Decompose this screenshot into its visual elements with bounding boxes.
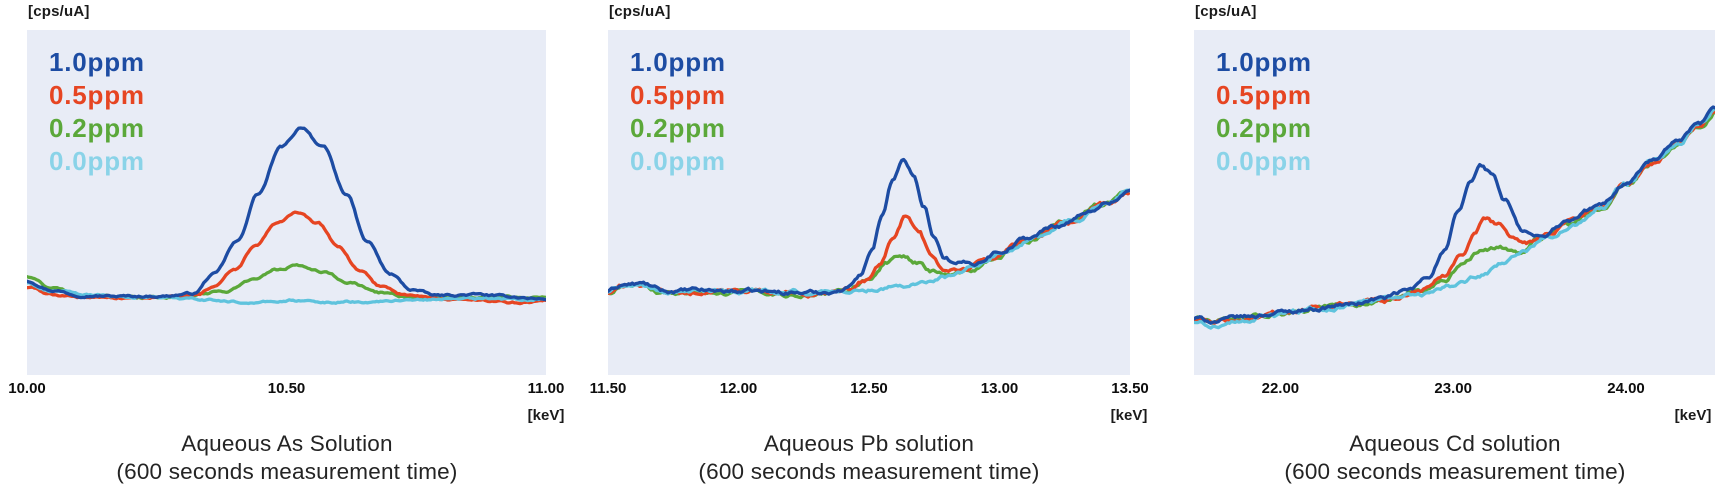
legend-item-0.2ppm: 0.2ppm — [1216, 113, 1312, 143]
spectrum-line-0.5ppm — [608, 190, 1130, 299]
plot-area-cd: 1.0ppm 0.5ppm 0.2ppm 0.0ppm — [1194, 30, 1715, 375]
legend-pb: 1.0ppm 0.5ppm 0.2ppm 0.0ppm — [630, 46, 726, 178]
x-axis-unit-label: [keV] — [1674, 407, 1712, 424]
x-tick-22.00: 22.00 — [1261, 380, 1300, 397]
legend-item-0.0ppm: 0.0ppm — [630, 146, 726, 176]
legend-item-0.2ppm: 0.2ppm — [630, 113, 726, 143]
legend-as: 1.0ppm 0.5ppm 0.2ppm 0.0ppm — [49, 46, 145, 178]
x-tick-12.00: 12.00 — [719, 380, 758, 397]
x-tick-12.50: 12.50 — [850, 380, 888, 397]
x-tick-24.00: 24.00 — [1607, 380, 1645, 397]
legend-item-0.5ppm: 0.5ppm — [630, 80, 726, 110]
plot-area-pb: 1.0ppm 0.5ppm 0.2ppm 0.0ppm — [608, 30, 1130, 375]
legend-item-0.0ppm: 0.0ppm — [49, 146, 145, 176]
spectrum-line-1.0ppm — [608, 157, 1130, 297]
spectrum-line-0.5ppm — [27, 210, 546, 306]
chart-subtitle: (600 seconds measurement time) — [698, 459, 1040, 484]
legend-item-0.2ppm: 0.2ppm — [49, 113, 145, 143]
legend-cd: 1.0ppm 0.5ppm 0.2ppm 0.0ppm — [1216, 46, 1312, 178]
legend-item-1.0ppm: 1.0ppm — [49, 47, 145, 77]
legend-item-0.5ppm: 0.5ppm — [1216, 80, 1312, 110]
chart-subtitle: (600 seconds measurement time) — [1284, 459, 1626, 484]
legend-item-0.5ppm: 0.5ppm — [49, 80, 145, 110]
spectrum-curves-as — [27, 126, 546, 306]
chart-title: Aqueous Pb solution — [763, 431, 975, 456]
chart-title: Aqueous Cd solution — [1349, 431, 1561, 456]
y-axis-unit-label: [cps/uA] — [1195, 3, 1257, 20]
spectrum-line-1.0ppm — [1194, 105, 1715, 325]
chart-subtitle: (600 seconds measurement time) — [116, 459, 458, 484]
chart-caption-cd: Aqueous Cd solution (600 seconds measure… — [1284, 430, 1625, 486]
chart-caption-as: Aqueous As Solution (600 seconds measure… — [116, 430, 457, 486]
x-axis-unit-label: [keV] — [527, 407, 565, 424]
x-tick-10.50: 10.50 — [267, 380, 306, 397]
spectrum-curves-cd — [1194, 105, 1715, 330]
y-axis-unit-label: [cps/uA] — [28, 3, 90, 20]
spectrum-line-0.2ppm — [608, 189, 1130, 300]
x-tick-13.00: 13.00 — [980, 380, 1019, 397]
x-axis-unit-label: [keV] — [1110, 407, 1148, 424]
legend-item-1.0ppm: 1.0ppm — [1216, 47, 1312, 77]
y-axis-unit-label: [cps/uA] — [609, 3, 671, 20]
x-tick-23.00: 23.00 — [1434, 380, 1472, 397]
chart-title: Aqueous As Solution — [181, 431, 393, 456]
x-tick-11.00: 11.00 — [527, 380, 565, 397]
x-tick-10.00: 10.00 — [8, 380, 46, 397]
x-tick-11.50: 11.50 — [589, 380, 627, 397]
chart-caption-pb: Aqueous Pb solution (600 seconds measure… — [698, 430, 1039, 486]
legend-item-1.0ppm: 1.0ppm — [630, 47, 726, 77]
plot-area-as: 1.0ppm 0.5ppm 0.2ppm 0.0ppm — [27, 30, 546, 375]
spectrum-line-1.0ppm — [27, 126, 546, 302]
legend-item-0.0ppm: 0.0ppm — [1216, 146, 1312, 176]
spectrum-curves-pb — [608, 157, 1130, 300]
x-tick-13.50: 13.50 — [1111, 380, 1149, 397]
